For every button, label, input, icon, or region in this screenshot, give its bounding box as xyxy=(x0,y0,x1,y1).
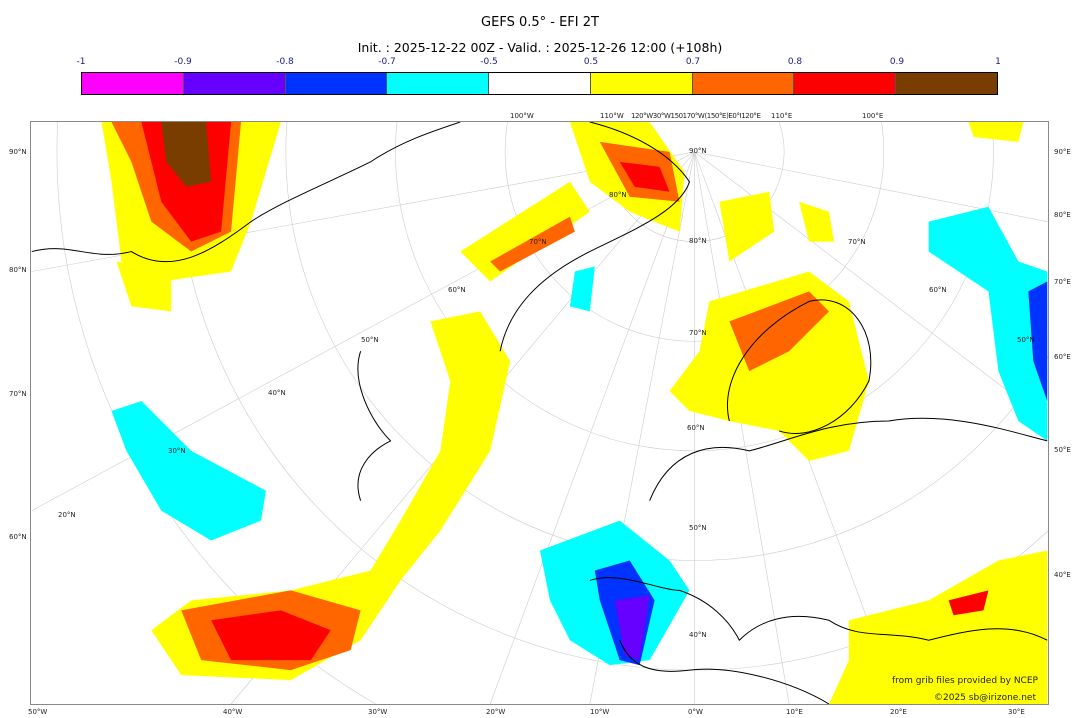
colorbar-segment xyxy=(489,73,591,94)
lon-label-bottom: 30°E xyxy=(1008,708,1025,716)
lon-label-top: 100°W xyxy=(510,112,534,120)
inner-label: 30°N xyxy=(168,447,186,455)
colorbar-tick: 0.5 xyxy=(583,57,599,67)
efi-violet-area xyxy=(614,595,650,661)
lat-label: 90°N xyxy=(9,148,27,156)
colorbar-tick: -0.8 xyxy=(276,57,294,67)
efi-field xyxy=(31,122,1048,704)
inner-label: 40°N xyxy=(268,389,286,397)
lon-label-top: 110°W xyxy=(600,112,624,120)
inner-label: 80°N xyxy=(609,191,627,199)
colorbar-segment xyxy=(387,73,490,94)
lon-label-top: 120°W30°W150170°W(150°E)E0°I120°E xyxy=(631,112,761,120)
inner-label: 60°N xyxy=(448,286,466,294)
lat-label: 70°N xyxy=(9,390,27,398)
inner-label: 60°N xyxy=(929,286,947,294)
colorbar-segment xyxy=(285,73,388,94)
lon-label-bottom: 30°W xyxy=(368,708,388,716)
inner-label: 80°N xyxy=(689,237,707,245)
inner-label: 50°N xyxy=(361,336,379,344)
lon-label-bottom: 20°E xyxy=(890,708,907,716)
colorbar-segment xyxy=(82,73,184,94)
inner-label: 70°N xyxy=(848,238,866,246)
inner-label: 60°N xyxy=(687,424,705,432)
map-title: GEFS 0.5° - EFI 2T xyxy=(481,15,599,30)
inner-label: 70°N xyxy=(529,238,547,246)
colorbar-segment xyxy=(183,73,286,94)
inner-label: 20°N xyxy=(58,511,76,519)
colorbar-tick: 0.7 xyxy=(685,57,701,67)
colorbar-tick: 0.9 xyxy=(889,57,905,67)
lon-label-right: 80°E xyxy=(1054,211,1071,219)
coastlines xyxy=(31,122,1048,704)
map-subtitle: Init. : 2025-12-22 00Z - Valid. : 2025-1… xyxy=(357,40,723,55)
lon-label-top: 100°E xyxy=(862,112,884,120)
colorbar-tick: 1 xyxy=(995,57,1001,67)
lon-label-right: 60°E xyxy=(1054,353,1071,361)
lon-label-bottom: 20°W xyxy=(486,708,506,716)
lon-label-bottom: 50°W xyxy=(28,708,48,716)
data-source-credit: from grib files provided by NCEP xyxy=(892,676,1038,686)
lat-label: 60°N xyxy=(9,533,27,541)
inner-label: 40°N xyxy=(689,631,707,639)
colorbar-tick: -0.7 xyxy=(378,57,396,67)
inner-label: 70°N xyxy=(689,329,707,337)
colorbar-tick: -1 xyxy=(76,57,86,67)
inner-label: 50°N xyxy=(1017,336,1035,344)
colorbar xyxy=(81,72,998,95)
colorbar-segment xyxy=(692,73,795,94)
lon-label-bottom: 10°E xyxy=(786,708,803,716)
colorbar-segment xyxy=(896,73,998,94)
colorbar-tick: -0.5 xyxy=(480,57,498,67)
colorbar-segment xyxy=(794,73,897,94)
inner-label: 90°N xyxy=(689,147,707,155)
lon-label-right: 50°E xyxy=(1054,446,1071,454)
lon-label-top: 110°E xyxy=(771,112,793,120)
colorbar-tick: 0.8 xyxy=(787,57,803,67)
lon-label-right: 70°E xyxy=(1054,278,1071,286)
inner-label: 50°N xyxy=(689,524,707,532)
colorbar-segment xyxy=(590,73,693,94)
lon-label-bottom: 40°W xyxy=(223,708,243,716)
copyright-credit: ©2025 sb@irizone.net xyxy=(934,693,1036,703)
lon-label-bottom: 0°W xyxy=(688,708,703,716)
lon-label-right: 90°E xyxy=(1054,148,1071,156)
lat-label: 80°N xyxy=(9,266,27,274)
lon-label-bottom: 10°W xyxy=(590,708,610,716)
map-canvas: 90°N 80°N 70°N 60°N 50°N 40°N 30°N 20°N … xyxy=(30,121,1049,705)
colorbar-tick: -0.9 xyxy=(174,57,192,67)
efi-brown-area xyxy=(161,122,212,187)
lon-label-right: 40°E xyxy=(1054,571,1071,579)
